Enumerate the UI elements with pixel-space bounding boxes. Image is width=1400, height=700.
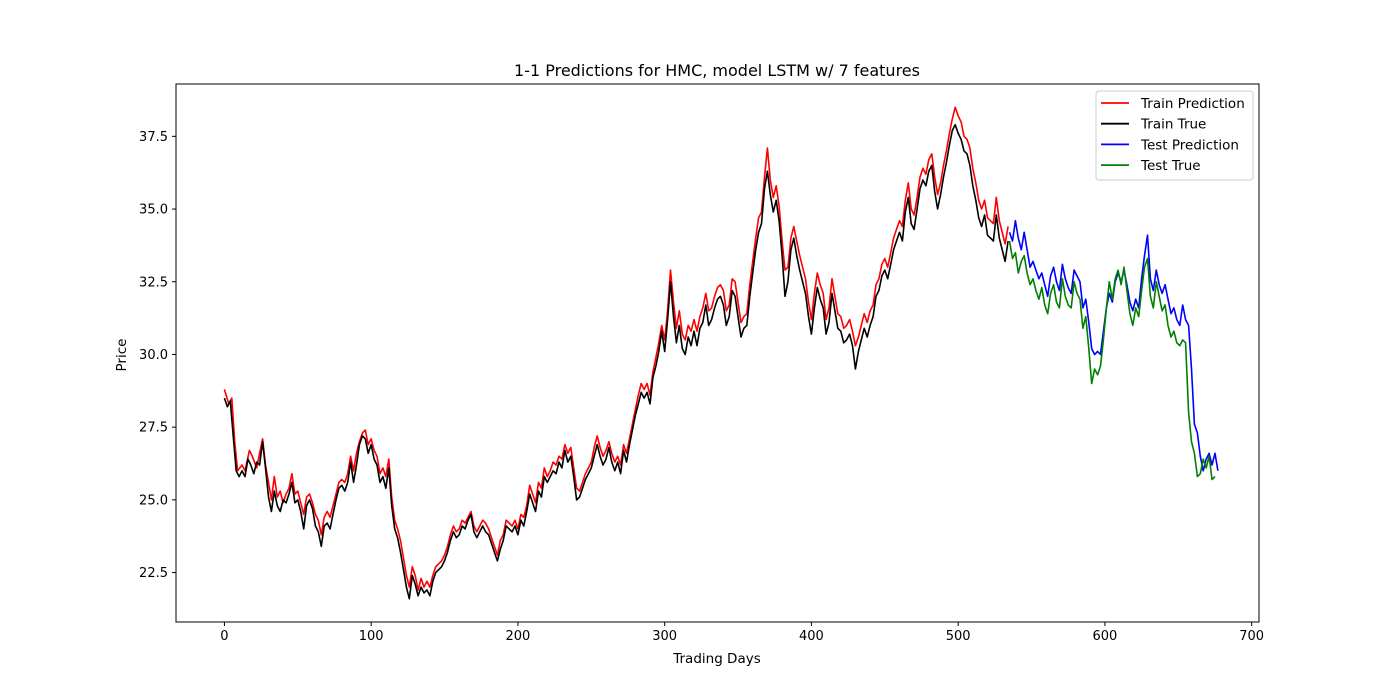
y-tick-label: 27.5 — [139, 421, 168, 436]
y-axis-label: Price — [114, 339, 130, 372]
x-axis: 0 100 200 300 400 500 600 700 — [220, 622, 1264, 644]
chart-title: 1-1 Predictions for HMC, model LSTM w/ 7… — [514, 61, 920, 80]
x-tick-label: 700 — [1239, 629, 1264, 644]
legend-label: Test Prediction — [1140, 137, 1239, 153]
legend-label: Test True — [1140, 158, 1201, 174]
x-tick-label: 600 — [1093, 629, 1118, 644]
x-tick-label: 400 — [799, 629, 824, 644]
series-layer — [223, 106, 1219, 600]
x-axis-label: Trading Days — [672, 651, 761, 667]
y-tick-label: 35.0 — [139, 203, 168, 218]
legend-box — [1095, 90, 1254, 181]
y-tick-label: 30.0 — [139, 348, 168, 363]
legend: Train Prediction Train True Test Predictio… — [1095, 90, 1254, 181]
series-line-train-true — [223, 123, 1009, 600]
x-tick-label: 0 — [220, 629, 228, 644]
x-tick-label: 100 — [359, 629, 384, 644]
series-line-train-prediction — [223, 106, 1009, 591]
y-tick-label: 25.0 — [139, 493, 168, 508]
legend-label: Train Prediction — [1140, 96, 1245, 112]
x-tick-label: 300 — [652, 629, 677, 644]
series-line-test-true — [1008, 240, 1216, 481]
legend-label: Train True — [1140, 117, 1206, 133]
plot-frame — [175, 83, 1260, 623]
x-tick-label: 200 — [506, 629, 531, 644]
y-tick-label: 22.5 — [139, 566, 168, 581]
y-axis: 22.5 25.0 27.5 30.0 32.5 35.0 37.5 — [139, 130, 176, 581]
y-tick-label: 37.5 — [139, 130, 168, 145]
x-tick-label: 500 — [946, 629, 971, 644]
y-tick-label: 32.5 — [139, 275, 168, 290]
